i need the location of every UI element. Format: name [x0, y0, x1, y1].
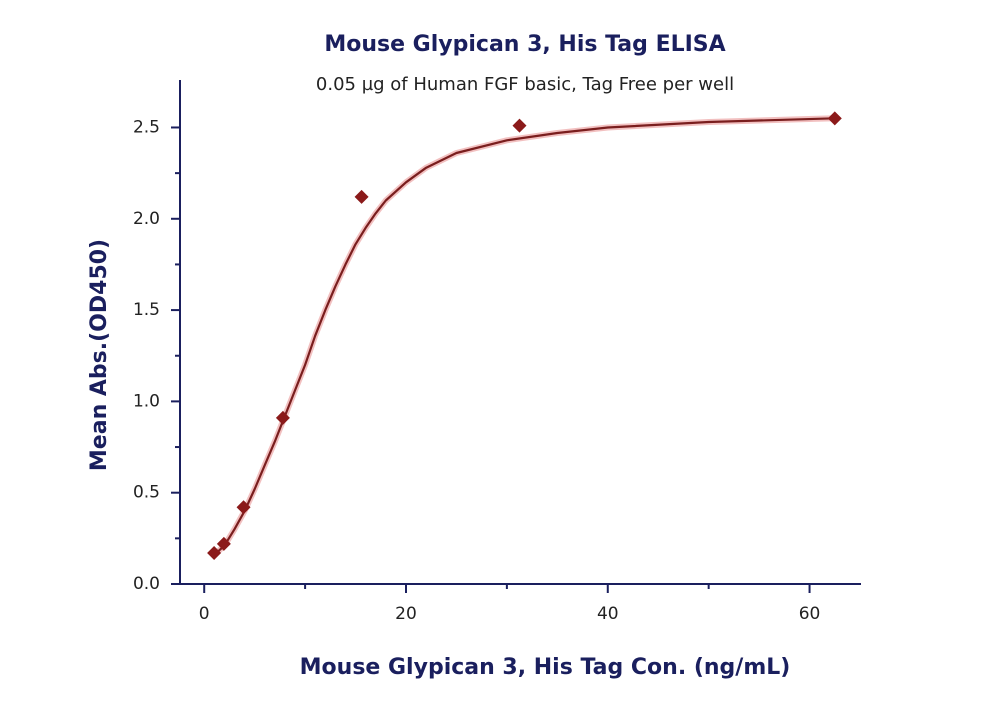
y-tick-label: 2.5	[133, 117, 160, 137]
data-point	[275, 410, 290, 425]
x-tick-label: 20	[395, 604, 417, 624]
x-tick-label: 60	[799, 604, 821, 624]
data-point	[207, 545, 222, 560]
y-tick-label: 0.5	[133, 483, 160, 503]
data-point	[236, 500, 251, 515]
data-point	[827, 111, 842, 126]
y-tick-label: 1.0	[133, 391, 160, 411]
y-tick-label: 1.5	[133, 300, 160, 320]
x-tick-label: 0	[199, 604, 210, 624]
fit-curve-glow	[212, 115, 835, 558]
data-point	[216, 536, 231, 551]
x-tick-label: 40	[597, 604, 619, 624]
y-tick-label: 0.0	[133, 574, 160, 594]
chart-title: Mouse Glypican 3, His Tag ELISA	[324, 32, 725, 57]
data-point	[354, 189, 369, 204]
data-point	[512, 118, 527, 133]
chart-subtitle: 0.05 µg of Human FGF basic, Tag Free per…	[316, 74, 734, 95]
x-axis-label: Mouse Glypican 3, His Tag Con. (ng/mL)	[300, 655, 791, 680]
y-tick-label: 2.0	[133, 209, 160, 229]
fit-curve	[213, 117, 835, 556]
y-axis-label: Mean Abs.(OD450)	[87, 239, 112, 471]
